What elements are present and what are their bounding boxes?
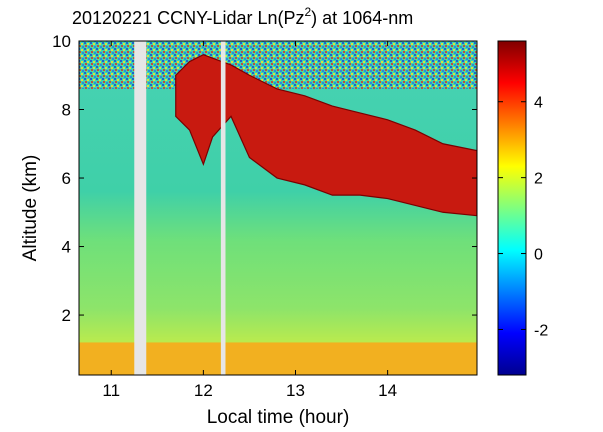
- plot-area: [79, 41, 477, 375]
- colorbar-tick-label: 2: [534, 171, 543, 188]
- colorbar: [497, 40, 527, 376]
- data-gap: [220, 41, 226, 375]
- chart-title: 20120221 CCNY-Lidar Ln(Pz2) at 1064-nm: [72, 5, 413, 28]
- y-axis-label: Altitude (km): [20, 155, 41, 262]
- x-axis-label: Local time (hour): [207, 407, 350, 428]
- y-tick-label: 4: [62, 238, 71, 257]
- x-tick-label: 12: [194, 381, 213, 400]
- colorbar-tick-label: 4: [534, 95, 543, 112]
- colorbar-ticks: -2 0 2 4: [498, 95, 548, 339]
- x-tick-label: 14: [378, 381, 397, 400]
- colorbar-tick-label: 0: [534, 247, 543, 264]
- y-tick-label: 2: [62, 306, 71, 325]
- x-tick-label: 13: [286, 381, 305, 400]
- y-tick-label: 8: [62, 101, 71, 120]
- y-tick-label: 10: [52, 32, 71, 51]
- y-tick-label: 6: [62, 169, 71, 188]
- x-axis: 11 12 13 14: [102, 41, 397, 400]
- data-gap: [134, 41, 147, 375]
- y-axis: 2 4 6 8 10: [52, 32, 477, 325]
- colorbar-tick-label: -2: [534, 322, 548, 339]
- plot-frame: [78, 40, 478, 376]
- x-tick-label: 11: [102, 381, 120, 400]
